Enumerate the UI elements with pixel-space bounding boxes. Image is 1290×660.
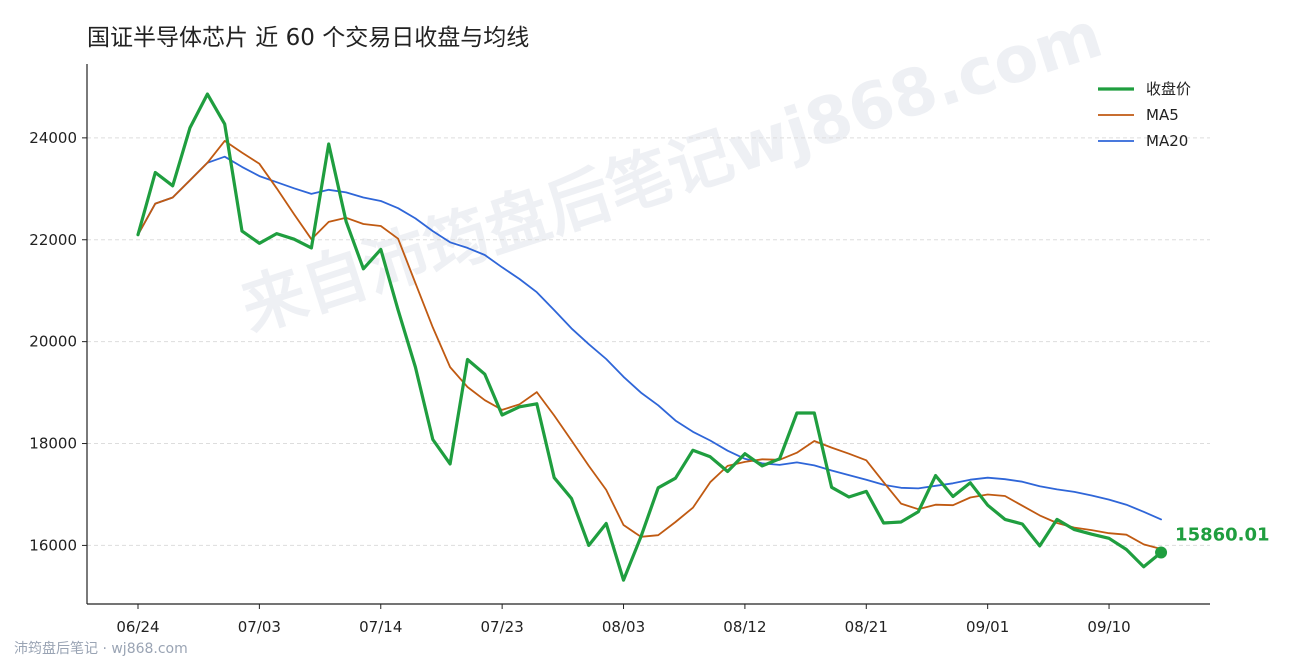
x-tick-label: 08/21 [845,618,888,636]
x-tick-label: 07/03 [238,618,281,636]
series-line-close [136,92,1163,582]
legend-label-ma5: MA5 [1146,106,1179,124]
x-tick-label: 09/01 [966,618,1009,636]
chart-title: 国证半导体芯片 近 60 个交易日收盘与均线 [87,25,530,51]
x-tick-label: 08/12 [723,618,766,636]
y-tick-label: 18000 [29,435,77,453]
x-tick-label: 07/14 [359,618,402,636]
y-tick-label: 16000 [29,536,77,554]
series-line-ma20 [137,155,1162,521]
last-point-marker [1155,546,1168,559]
x-tick-label: 06/24 [116,618,159,636]
y-tick-label: 22000 [29,231,77,249]
footer-source: 沛筠盘后笔记 · wj868.com [14,641,188,657]
legend-label-close: 收盘价 [1146,80,1191,98]
y-tick-label: 24000 [29,129,77,147]
legend-label-ma20: MA20 [1146,132,1188,150]
x-tick-label: 08/03 [602,618,645,636]
x-tick-label: 07/23 [481,618,524,636]
y-tick-label: 20000 [29,333,77,351]
series-line-ma5 [137,139,1162,550]
last-value-label: 15860.01 [1175,525,1270,546]
x-tick-label: 09/10 [1087,618,1130,636]
